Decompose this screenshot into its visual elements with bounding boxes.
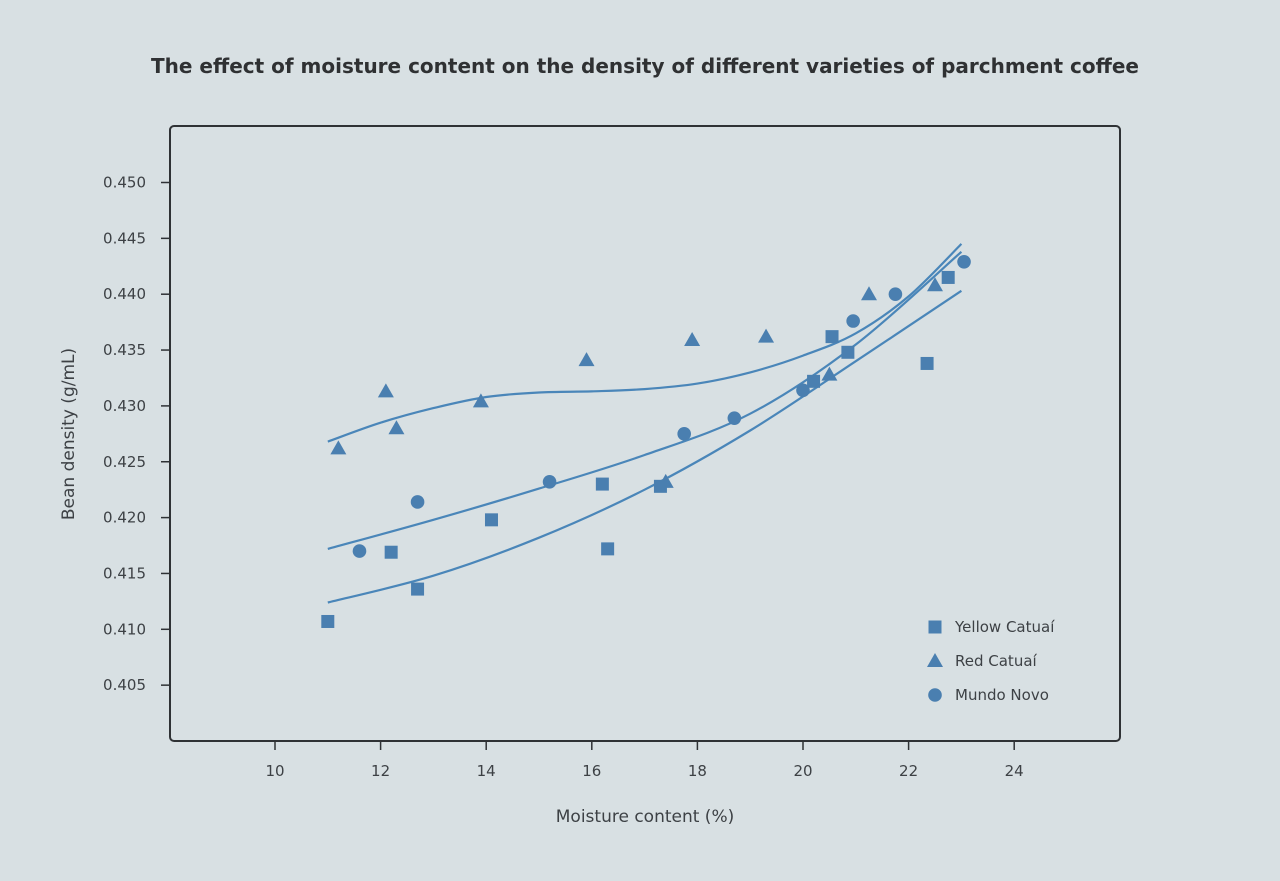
data-point-red-catua: [377, 383, 394, 398]
y-tick-label: 0.430: [103, 397, 146, 415]
trend-line-mundo-novo: [327, 250, 963, 550]
x-tick-label: 22: [899, 762, 918, 780]
x-tick-label: 12: [371, 762, 390, 780]
y-axis-label: Bean density (g/mL): [59, 348, 79, 520]
x-axis-label: Moisture content (%): [556, 807, 734, 827]
data-point-yellow-catua: [384, 545, 398, 559]
y-tick-label: 0.425: [103, 453, 146, 471]
data-point-mundo-novo: [727, 411, 742, 425]
x-tick-label: 10: [265, 762, 284, 780]
legend: Yellow Catuaí Red Catuaí Mundo Novo: [927, 618, 1055, 704]
data-point-yellow-catua: [484, 513, 498, 527]
y-axis: 0.405 0.410 0.415 0.420 0.425 0.430 0.435 0.440…: [103, 174, 170, 694]
data-point-yellow-catua: [595, 477, 609, 491]
data-point-yellow-catua: [807, 374, 821, 388]
x-axis: 10 12 14 16 18 20 22 24: [265, 741, 1024, 780]
data-point-mundo-novo: [957, 255, 971, 269]
data-point-red-catua: [578, 352, 595, 367]
data-markers: [321, 255, 971, 628]
x-tick-label: 16: [582, 762, 601, 780]
trend-lines: [327, 243, 963, 604]
x-tick-label: 20: [793, 762, 812, 780]
y-tick-label: 0.435: [103, 341, 146, 359]
data-point-red-catua: [330, 440, 347, 455]
data-point-red-catua: [861, 286, 877, 301]
legend-marker-yellow-catua: [928, 620, 942, 634]
trend-line-red-catua: [327, 243, 963, 443]
x-tick-label: 24: [1005, 762, 1024, 780]
y-tick-label: 0.415: [103, 564, 146, 582]
legend-label: Mundo Novo: [955, 686, 1049, 704]
y-tick-label: 0.440: [103, 285, 146, 303]
data-point-yellow-catua: [411, 582, 425, 596]
data-point-mundo-novo: [410, 495, 425, 509]
data-point-mundo-novo: [542, 475, 557, 489]
y-tick-label: 0.410: [103, 620, 146, 638]
data-point-mundo-novo: [352, 544, 367, 558]
x-tick-label: 14: [477, 762, 496, 780]
trend-line-yellow-catua: [327, 289, 963, 604]
plot-frame: [169, 125, 1121, 742]
data-point-red-catua: [388, 420, 405, 435]
data-point-red-catua: [758, 328, 775, 343]
y-tick-label: 0.420: [103, 509, 146, 527]
y-tick-label: 0.445: [103, 229, 146, 247]
data-point-red-catua: [472, 393, 489, 408]
data-point-red-catua: [821, 366, 838, 381]
data-point-mundo-novo: [888, 287, 903, 302]
data-point-mundo-novo: [796, 383, 810, 398]
data-point-yellow-catua: [841, 345, 855, 359]
data-point-mundo-novo: [677, 427, 691, 441]
legend-marker-red-catua: [927, 653, 943, 667]
y-tick-label: 0.450: [103, 174, 146, 192]
data-point-yellow-catua: [825, 330, 839, 344]
legend-label: Yellow Catuaí: [954, 618, 1055, 636]
legend-label: Red Catuaí: [955, 652, 1038, 670]
data-point-red-catua: [684, 331, 701, 346]
data-point-yellow-catua: [321, 614, 335, 628]
data-point-red-catua: [927, 277, 943, 292]
data-point-red-catua: [657, 473, 674, 488]
data-point-mundo-novo: [846, 314, 860, 328]
y-tick-label: 0.405: [103, 676, 146, 694]
legend-marker-mundo-novo: [928, 688, 942, 702]
chart-title: The effect of moisture content on the de…: [151, 54, 1139, 78]
data-point-yellow-catua: [941, 270, 955, 284]
x-tick-label: 18: [688, 762, 707, 780]
data-point-yellow-catua: [920, 356, 934, 370]
data-point-yellow-catua: [601, 542, 615, 556]
